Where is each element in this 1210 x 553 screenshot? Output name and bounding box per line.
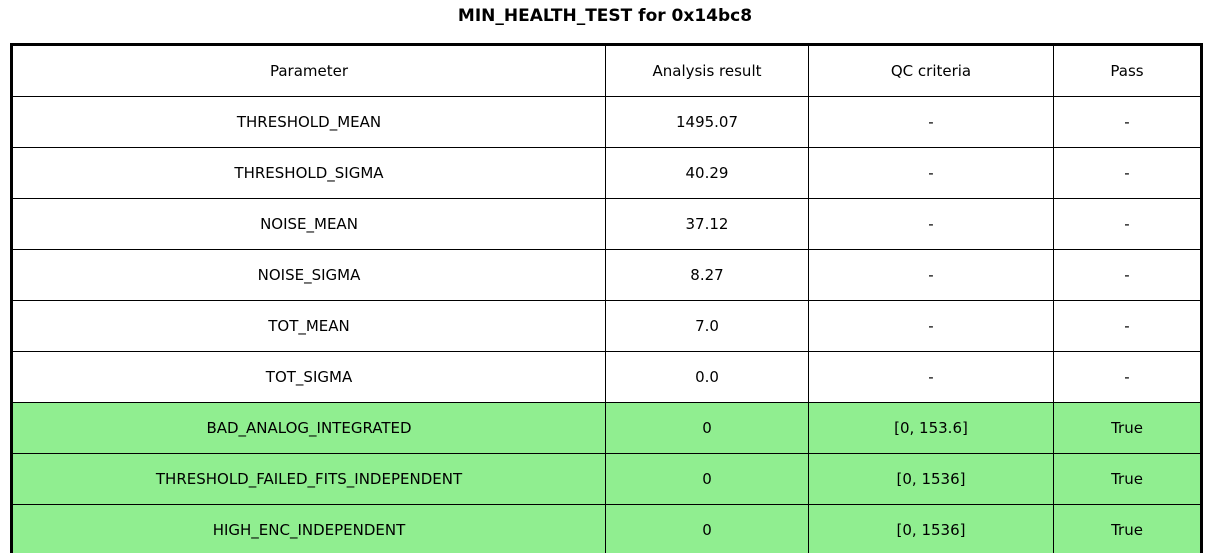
table-row: THRESHOLD_MEAN 1495.07 - - (11, 96, 1202, 148)
qc-cell: - (808, 96, 1054, 148)
param-cell: THRESHOLD_FAILED_FITS_INDEPENDENT (11, 453, 606, 505)
param-cell: THRESHOLD_SIGMA (11, 147, 606, 199)
pass-cell: - (1053, 147, 1202, 199)
pass-cell: - (1053, 300, 1202, 352)
table-row: THRESHOLD_FAILED_FITS_INDEPENDENT 0 [0, … (11, 453, 1202, 505)
pass-cell: True (1053, 504, 1202, 553)
result-cell: 0.0 (605, 351, 809, 403)
result-cell: 0 (605, 402, 809, 454)
table-row: NOISE_SIGMA 8.27 - - (11, 249, 1202, 301)
result-cell: 0 (605, 453, 809, 505)
qc-cell: - (808, 300, 1054, 352)
param-cell: HIGH_ENC_INDEPENDENT (11, 504, 606, 553)
qc-cell: - (808, 198, 1054, 250)
column-header-parameter: Parameter (11, 44, 606, 97)
param-cell: THRESHOLD_MEAN (11, 96, 606, 148)
param-cell: BAD_ANALOG_INTEGRATED (11, 402, 606, 454)
result-cell: 40.29 (605, 147, 809, 199)
result-cell: 7.0 (605, 300, 809, 352)
pass-cell: - (1053, 351, 1202, 403)
param-cell: NOISE_MEAN (11, 198, 606, 250)
result-cell: 1495.07 (605, 96, 809, 148)
table-row: TOT_SIGMA 0.0 - - (11, 351, 1202, 403)
result-cell: 0 (605, 504, 809, 553)
table-row: TOT_MEAN 7.0 - - (11, 300, 1202, 352)
table-header-row: Parameter Analysis result QC criteria Pa… (11, 44, 1202, 97)
table-row: BAD_ANALOG_INTEGRATED 0 [0, 153.6] True (11, 402, 1202, 454)
qc-cell: - (808, 249, 1054, 301)
pass-cell: True (1053, 453, 1202, 505)
param-cell: TOT_SIGMA (11, 351, 606, 403)
column-header-analysis-result: Analysis result (605, 44, 809, 97)
qc-cell: [0, 1536] (808, 453, 1054, 505)
column-header-pass: Pass (1053, 44, 1202, 97)
column-header-qc-criteria: QC criteria (808, 44, 1054, 97)
qc-cell: - (808, 351, 1054, 403)
table-row: HIGH_ENC_INDEPENDENT 0 [0, 1536] True (11, 504, 1202, 553)
chart-title: MIN_HEALTH_TEST for 0x14bc8 (457, 6, 753, 26)
table-row: NOISE_MEAN 37.12 - - (11, 198, 1202, 250)
pass-cell: - (1053, 96, 1202, 148)
pass-cell: - (1053, 198, 1202, 250)
result-cell: 37.12 (605, 198, 809, 250)
result-cell: 8.27 (605, 249, 809, 301)
qc-cell: - (808, 147, 1054, 199)
qc-cell: [0, 153.6] (808, 402, 1054, 454)
param-cell: NOISE_SIGMA (11, 249, 606, 301)
pass-cell: True (1053, 402, 1202, 454)
table-row: THRESHOLD_SIGMA 40.29 - - (11, 147, 1202, 199)
qc-cell: [0, 1536] (808, 504, 1054, 553)
pass-cell: - (1053, 249, 1202, 301)
param-cell: TOT_MEAN (11, 300, 606, 352)
qc-results-table: Parameter Analysis result QC criteria Pa… (10, 43, 1203, 553)
